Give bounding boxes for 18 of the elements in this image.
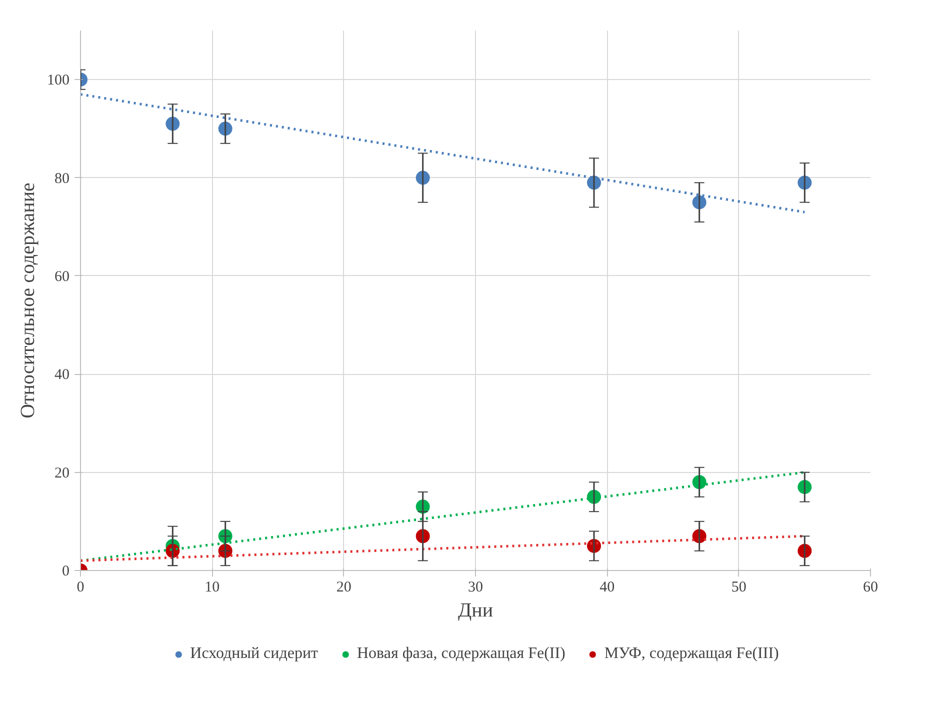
legend-label: МУФ, содержащая Fe(III) xyxy=(604,645,779,663)
x-tick-label: 50 xyxy=(731,580,746,596)
x-tick-label: 40 xyxy=(600,580,615,596)
x-tick-label: 60 xyxy=(863,580,878,596)
y-tick-label: 0 xyxy=(62,564,70,580)
y-tick-label: 80 xyxy=(54,170,70,187)
y-tick-label: 100 xyxy=(47,72,70,89)
x-tick-label: 10 xyxy=(204,580,220,596)
y-tick-label: 40 xyxy=(54,367,70,384)
y-axis-title: Относительное содержание xyxy=(17,182,39,418)
x-tick-label: 20 xyxy=(336,580,352,596)
y-tick-label: 60 xyxy=(54,268,70,285)
x-tick-label: 0 xyxy=(76,580,84,596)
x-tick-label: 30 xyxy=(468,580,483,596)
legend-label: Новая фаза, содержащая Fe(II) xyxy=(357,645,566,663)
x-axis-title: Дни xyxy=(458,600,494,622)
legend-label: Исходный сидерит xyxy=(190,645,318,663)
y-tick-label: 20 xyxy=(54,465,70,482)
